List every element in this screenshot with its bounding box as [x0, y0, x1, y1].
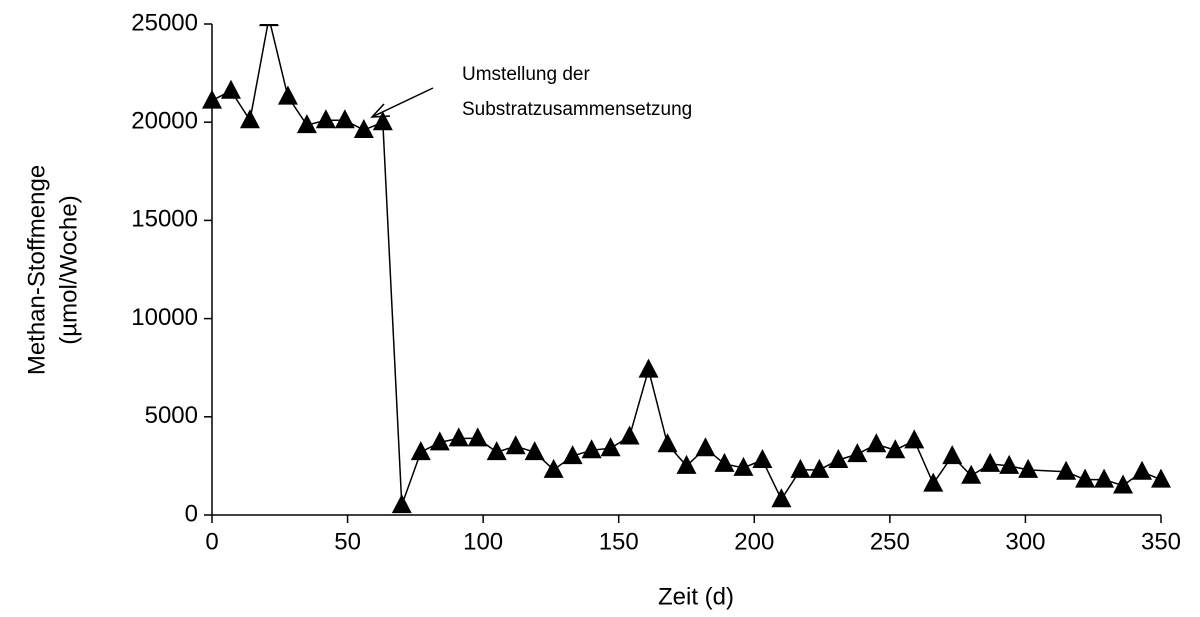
- x-tick-label: 300: [1005, 528, 1045, 555]
- marker: [904, 429, 925, 449]
- x-tick-label: 0: [205, 528, 218, 555]
- marker: [296, 114, 317, 134]
- marker: [695, 437, 716, 457]
- marker: [1151, 468, 1171, 488]
- marker: [923, 472, 944, 492]
- marker: [467, 427, 488, 447]
- data-line: [211, 24, 1162, 506]
- marker: [334, 109, 355, 129]
- x-tick-label: 150: [599, 528, 639, 555]
- y-tick-label: 5000: [145, 402, 198, 429]
- marker: [638, 358, 659, 378]
- marker: [1094, 468, 1115, 488]
- marker: [410, 441, 431, 461]
- x-tick-label: 250: [870, 528, 910, 555]
- annotation-arrow: [371, 87, 434, 118]
- marker: [771, 488, 792, 508]
- marker: [809, 458, 830, 478]
- x-tick-label: 200: [734, 528, 774, 555]
- marker: [391, 494, 412, 514]
- marker: [429, 431, 450, 451]
- marker: [885, 439, 906, 459]
- y-axis-label: Methan-Stoffmenge: [23, 165, 50, 375]
- marker: [847, 443, 868, 463]
- marker: [619, 425, 640, 445]
- marker: [1113, 474, 1134, 494]
- annotation: Umstellung der: [462, 64, 590, 85]
- y-tick-label: 0: [185, 500, 198, 527]
- marker: [676, 454, 697, 474]
- marker: [828, 449, 849, 469]
- marker: [714, 452, 735, 472]
- x-axis-label: Zeit (d): [658, 583, 734, 610]
- marker: [315, 109, 336, 129]
- marker: [505, 435, 526, 455]
- marker: [258, 24, 279, 27]
- marker: [372, 111, 393, 131]
- marker: [239, 109, 260, 129]
- marker: [581, 439, 602, 459]
- y-tick-label: 20000: [131, 108, 198, 135]
- marker: [277, 85, 298, 105]
- y-tick-label: 15000: [131, 206, 198, 233]
- marker: [733, 456, 754, 476]
- x-tick-label: 100: [463, 528, 503, 555]
- marker: [202, 89, 222, 109]
- marker: [1056, 460, 1077, 480]
- marker: [543, 458, 564, 478]
- x-tick-label: 350: [1141, 528, 1181, 555]
- plot: [202, 24, 1171, 514]
- y-axis-label: (µmol/Woche): [55, 195, 82, 344]
- marker: [562, 445, 583, 465]
- marker: [600, 437, 621, 457]
- marker: [486, 441, 507, 461]
- marker: [1132, 460, 1153, 480]
- x-tick-label: 50: [334, 528, 361, 555]
- marker: [961, 464, 982, 484]
- marker: [866, 433, 887, 453]
- marker: [752, 449, 773, 469]
- marker: [790, 458, 811, 478]
- y-tick-label: 10000: [131, 304, 198, 331]
- marker: [1075, 468, 1096, 488]
- marker: [999, 454, 1020, 474]
- annotation: Substratzusammensetzung: [462, 99, 692, 120]
- marker: [353, 119, 374, 139]
- marker: [657, 433, 678, 453]
- marker: [524, 441, 545, 461]
- marker: [942, 445, 963, 465]
- marker: [1018, 458, 1039, 478]
- marker: [220, 79, 241, 99]
- marker: [980, 452, 1001, 472]
- y-tick-label: 25000: [131, 9, 198, 36]
- marker: [448, 427, 469, 447]
